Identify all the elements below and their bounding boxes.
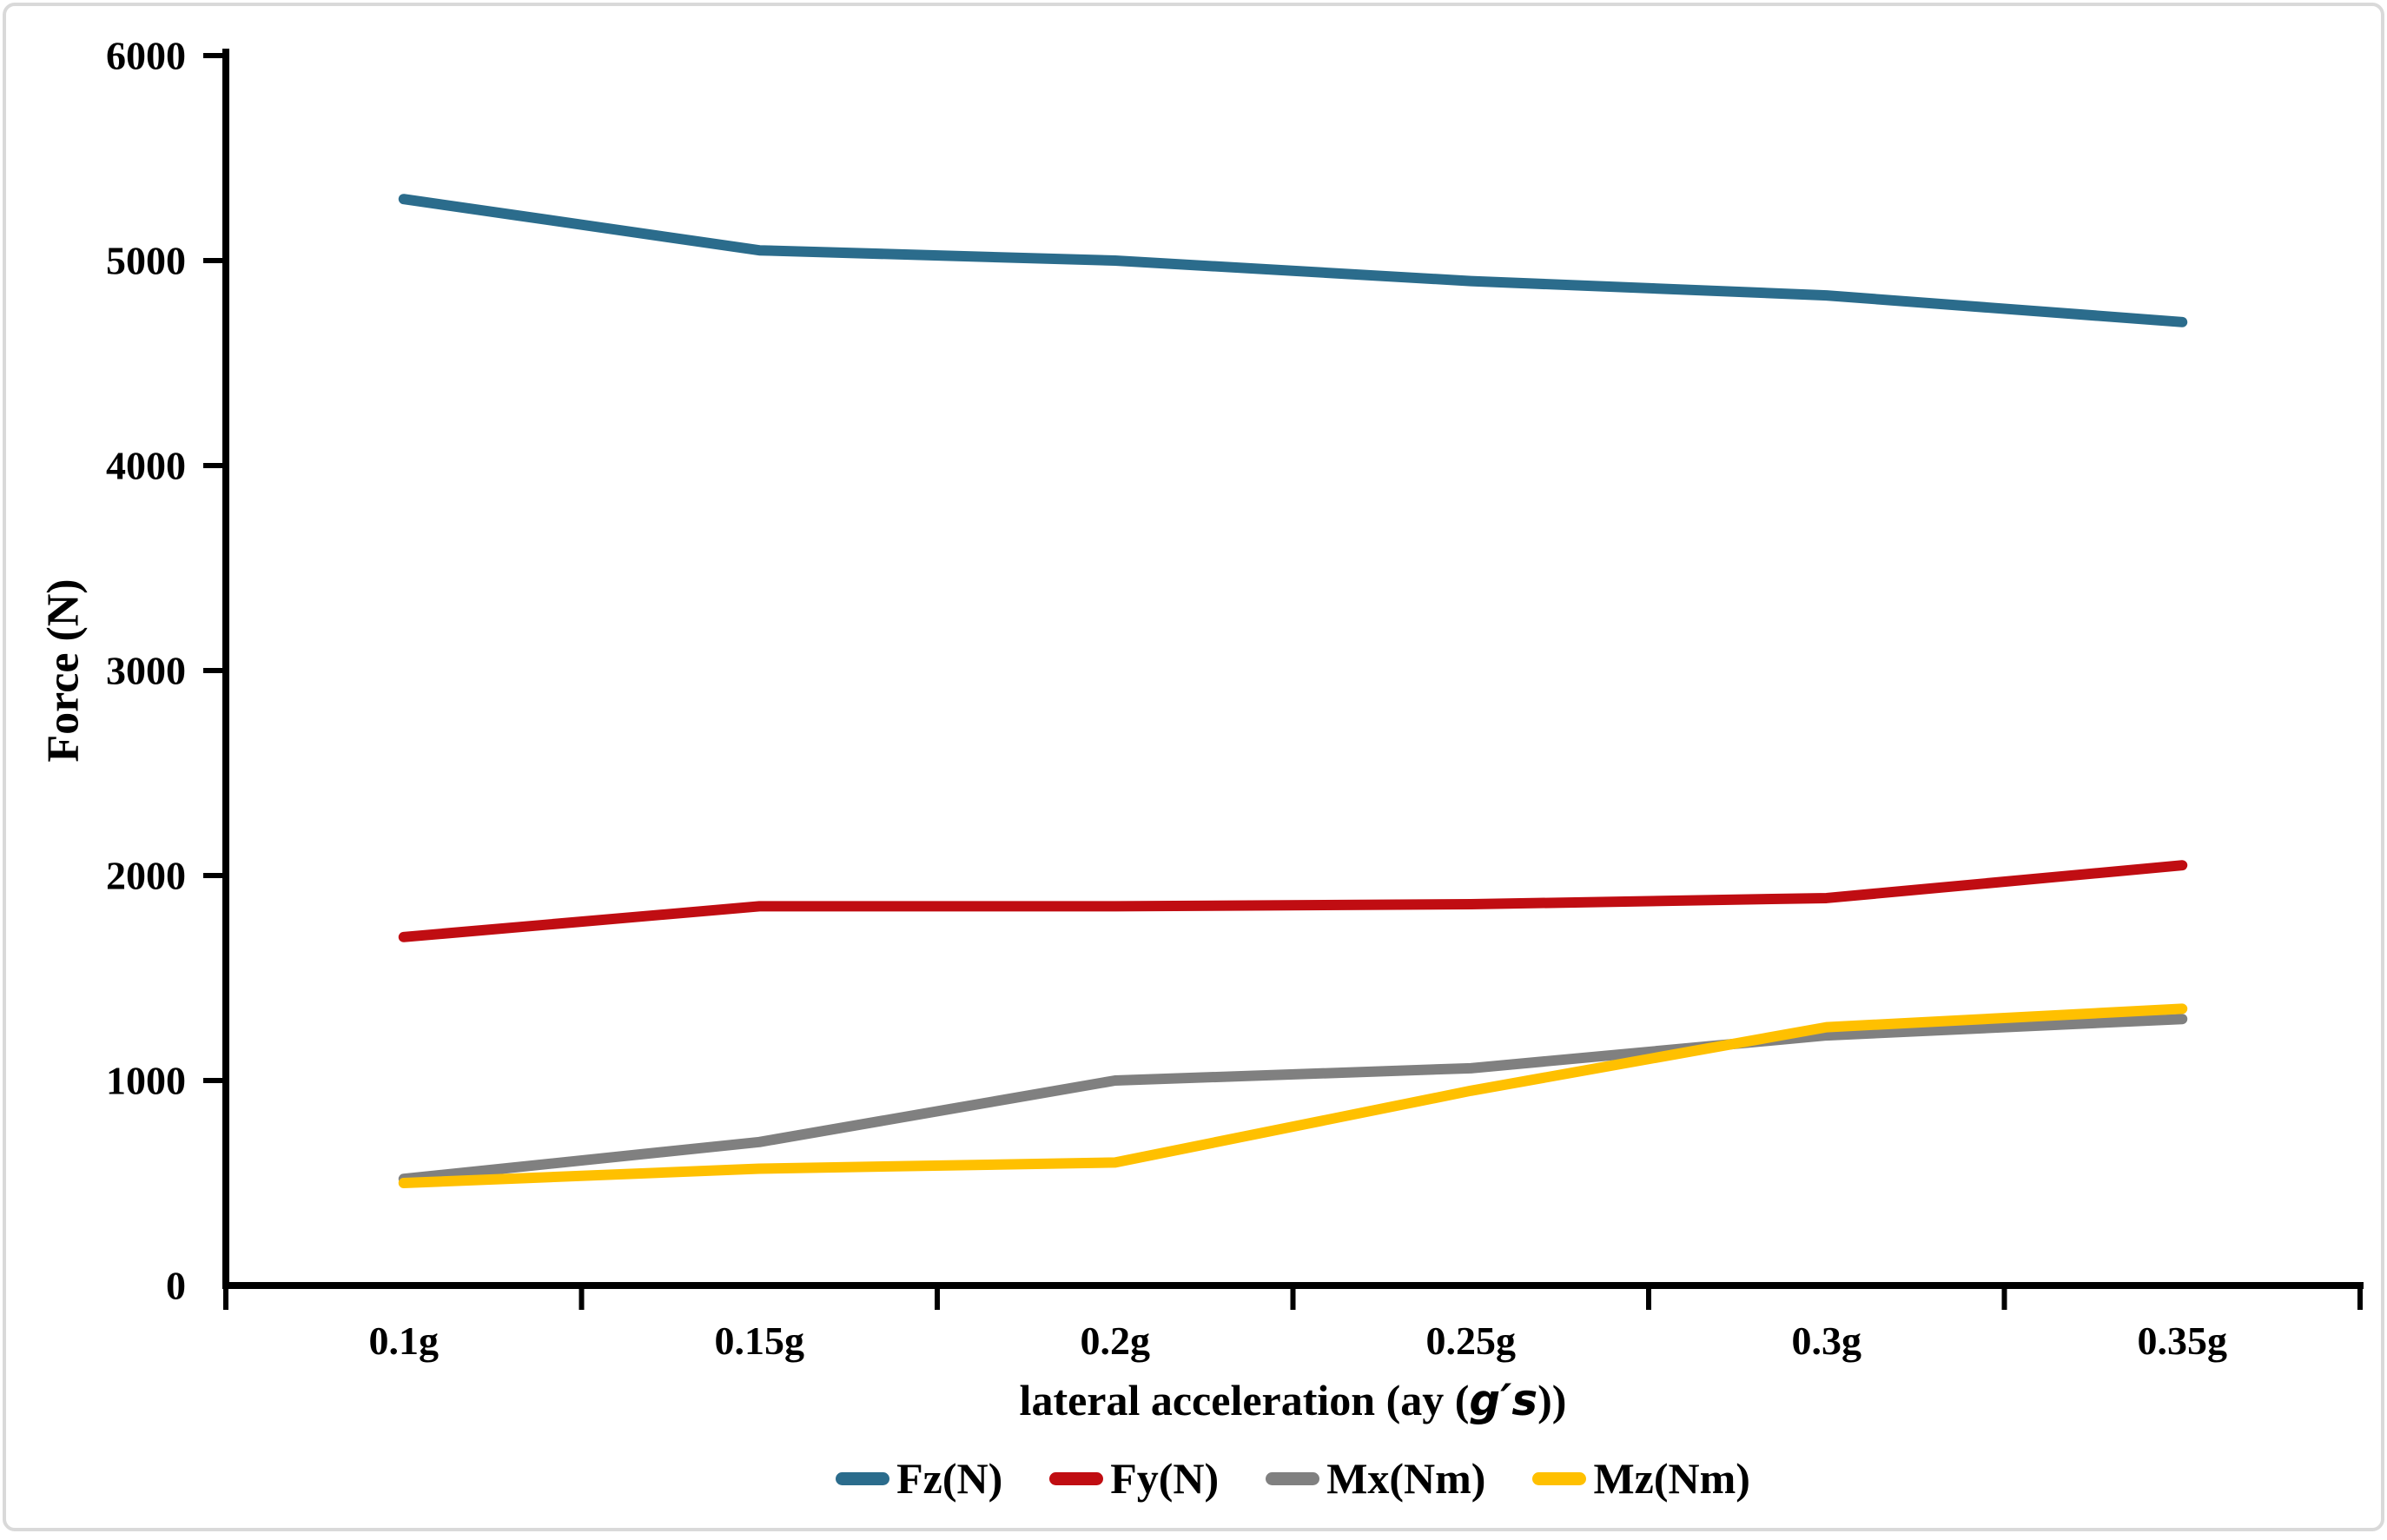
y-tick-label-5000: 5000 [106,239,186,283]
x-category-label-01g: 0.1g [369,1319,440,1363]
legend-item-fzn: Fz(N) [836,1453,1002,1504]
x-category-label-035g: 0.35g [2138,1319,2228,1363]
legend: Fz(N) Fy(N) Mx(Nm) Mz(Nm) [226,1453,2360,1504]
legend-marker-fyn [1049,1471,1104,1485]
legend-label-mznm: Mz(Nm) [1593,1454,1750,1503]
y-tick-label-3000: 3000 [106,649,186,693]
series-line-fyn [398,860,2188,942]
x-category-label-015g: 0.15g [715,1319,805,1363]
legend-marker-mznm [1532,1471,1587,1485]
x-axis-title: lateral acceleration (ay (g′s)) [226,1375,2360,1425]
y-tick-label-1000: 1000 [106,1059,186,1103]
series-line-mxnm [398,1014,2188,1185]
y-tick-label-4000: 4000 [106,444,186,488]
x-category-label-025g: 0.25g [1426,1319,1517,1363]
x-axis-title-text: lateral acceleration (ay ( [1019,1376,1470,1424]
legend-item-mxnm: Mx(Nm) [1266,1453,1485,1504]
chart-figure: 0 1000 2000 3000 4000 5000 6000 0.1g 0.15g 0.2g 0.… [3,3,2384,1531]
legend-marker-mxnm [1266,1471,1320,1485]
legend-label-fyn: Fy(N) [1110,1454,1220,1503]
legend-label-fzn: Fz(N) [896,1454,1003,1503]
y-tick-label-2000: 2000 [106,854,186,898]
legend-marker-fzn [836,1471,890,1485]
y-tick-label-6000: 6000 [106,34,186,78]
y-tick-label-0: 0 [166,1264,186,1308]
x-category-label-02g: 0.2g [1081,1319,1151,1363]
legend-item-mznm: Mz(Nm) [1532,1453,1750,1504]
line-chart-plot-area: 0 1000 2000 3000 4000 5000 6000 0.1g 0.15g 0.2g 0.… [106,34,2364,1363]
legend-item-fyn: Fy(N) [1049,1453,1219,1504]
series-line-mznm [398,1003,2188,1188]
x-axis-title-close: )) [1537,1376,1567,1424]
x-category-label-03g: 0.3g [1792,1319,1862,1363]
y-axis-title: Force (N) [38,578,89,763]
series-line-fzn [398,194,2188,327]
x-axis-title-italic-gs: g′s [1469,1375,1538,1425]
legend-label-mxnm: Mx(Nm) [1326,1454,1486,1503]
